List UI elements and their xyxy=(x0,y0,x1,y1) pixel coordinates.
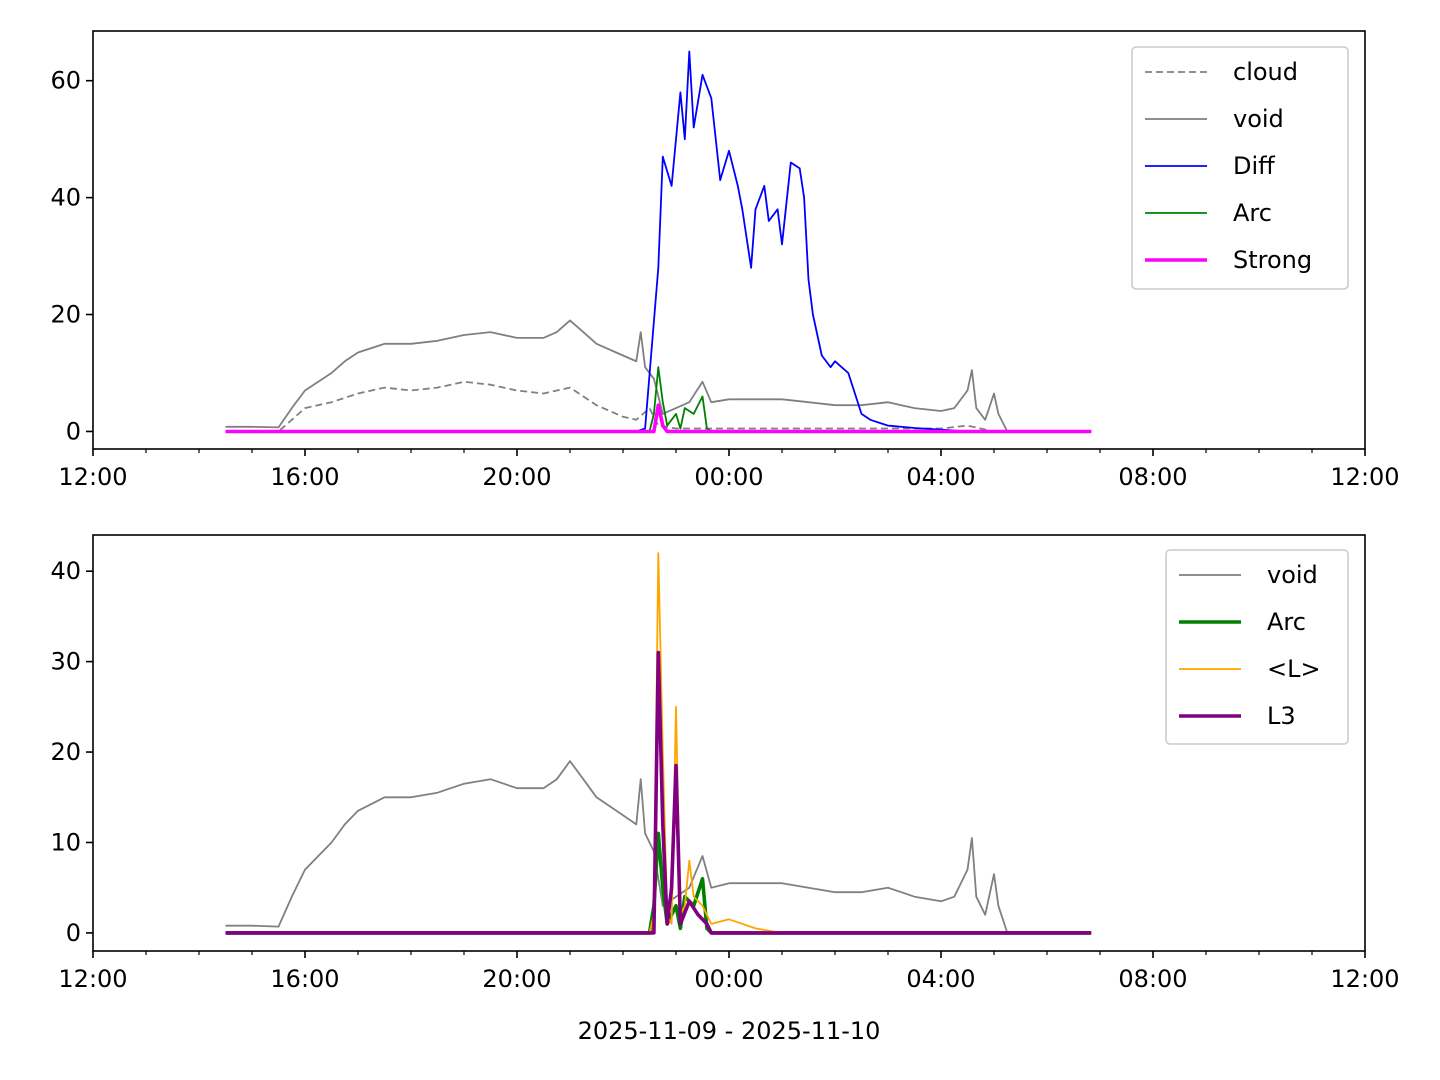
x-tick-label: 08:00 xyxy=(1118,463,1187,491)
x-tick-label: 00:00 xyxy=(694,965,763,993)
series-line-l3 xyxy=(225,650,1092,935)
x-tick-label: 12:00 xyxy=(58,965,127,993)
x-tick-label: 08:00 xyxy=(1118,965,1187,993)
y-tick-label: 40 xyxy=(50,184,81,212)
series-line-arc xyxy=(225,366,1092,433)
legend-label-void: void xyxy=(1267,561,1318,589)
series-line-strong xyxy=(225,403,1092,434)
series-line-l xyxy=(225,552,1092,934)
x-tick-label: 20:00 xyxy=(482,463,551,491)
legend-label-diff: Diff xyxy=(1233,152,1275,180)
y-tick-label: 20 xyxy=(50,738,81,766)
x-tick-label: 16:00 xyxy=(270,463,339,491)
y-tick-label: 60 xyxy=(50,67,81,95)
x-tick-label: 04:00 xyxy=(906,463,975,491)
x-tick-label: 12:00 xyxy=(1330,463,1399,491)
legend-label-l: <L> xyxy=(1267,655,1321,683)
bottom-panel: 0 10 20 30 40 12:00 16:00 20:00 00:00 04:00 08:00 1… xyxy=(50,534,1400,1045)
y-tick-label: 30 xyxy=(50,648,81,676)
x-tick-label: 12:00 xyxy=(58,463,127,491)
x-tick-label: 00:00 xyxy=(694,463,763,491)
legend-label-cloud: cloud xyxy=(1233,58,1298,86)
y-tick-label: 20 xyxy=(50,301,81,329)
x-tick-label: 04:00 xyxy=(906,965,975,993)
series-line-cloud xyxy=(225,380,1092,433)
x-tick-label: 20:00 xyxy=(482,965,551,993)
legend-label-strong: Strong xyxy=(1233,246,1312,274)
x-tick-label: 16:00 xyxy=(270,965,339,993)
legend-box xyxy=(1131,46,1349,290)
x-tick-label: 12:00 xyxy=(1330,965,1399,993)
x-axis-label: 2025-11-09 - 2025-11-10 xyxy=(578,1017,881,1045)
series-line-diff xyxy=(225,50,1092,433)
series-line-void xyxy=(225,319,1092,433)
top-panel: 0 20 40 60 12:00 16:00 20:00 00:00 04:00 08:00 12:… xyxy=(50,30,1400,491)
legend-box xyxy=(1165,549,1349,745)
legend-label-void: void xyxy=(1233,105,1284,133)
y-tick-label: 0 xyxy=(66,417,81,445)
y-tick-label: 40 xyxy=(50,557,81,585)
series-line-void xyxy=(225,760,1092,934)
legend-label-arc: Arc xyxy=(1233,199,1272,227)
legend-label-arc: Arc xyxy=(1267,608,1306,636)
legend-label-l3: L3 xyxy=(1267,702,1296,730)
y-tick-label: 0 xyxy=(66,919,81,947)
y-tick-label: 10 xyxy=(50,828,81,856)
